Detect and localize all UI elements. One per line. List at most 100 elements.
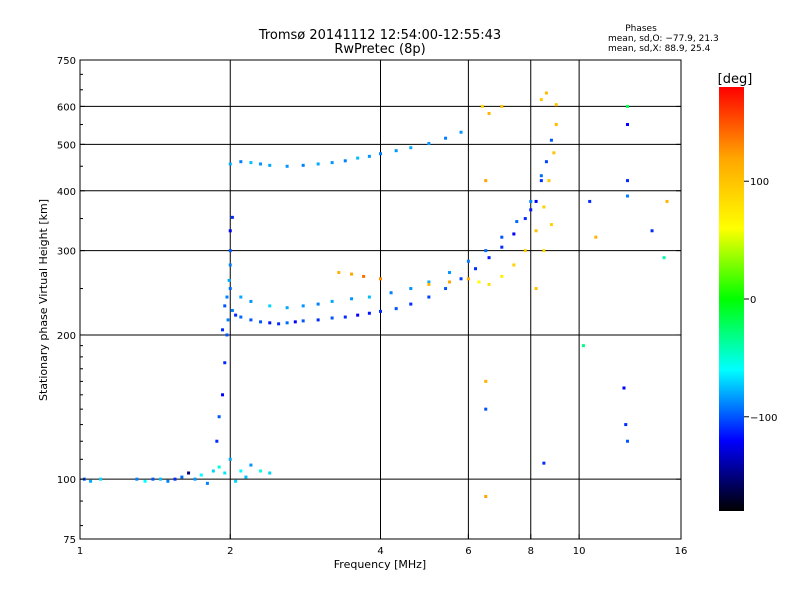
data-point [199,473,203,477]
data-point [230,308,234,312]
data-point [166,479,170,483]
y-tick-label: 100 [57,475,76,486]
data-point [230,215,234,219]
chart-title-line1: Tromsø 20141112 12:54:00-12:55:43 [258,28,501,43]
data-point [223,361,227,365]
data-point [268,304,272,308]
data-point [379,152,382,156]
data-point [480,104,484,108]
y-tick-label: 750 [57,56,76,67]
data-point [662,256,666,260]
data-point [542,461,546,465]
data-point [268,471,272,475]
chart-title-line2: RwPretec (8p) [334,42,425,57]
y-tick-label: 400 [57,187,76,198]
colorbar-unit-label: [deg] [718,72,753,87]
data-point [228,287,232,291]
data-point [487,111,491,115]
data-point [512,232,516,236]
data-point [542,249,546,253]
colorbar-ticks: 100 0 −100 [744,177,777,424]
data-point [409,302,413,306]
data-point [249,318,253,322]
data-point [225,333,229,337]
data-point [500,235,504,239]
data-point [588,199,592,203]
data-point [625,179,629,183]
data-point [534,199,538,203]
data-point [173,477,177,481]
data-point [625,123,629,127]
data-point [225,295,229,299]
data-point [343,159,347,163]
data-point [650,229,654,233]
data-point [293,320,297,324]
x-tick-label: 8 [528,546,534,557]
data-point [379,277,382,281]
data-point [625,439,629,443]
data-point [394,149,398,153]
data-point [205,481,209,485]
data-point [529,199,533,203]
x-axis: 1 2 4 6 8 10 16 [77,534,687,557]
data-point [484,407,488,411]
data-point [330,316,334,320]
y-tick-label: 500 [57,140,76,151]
data-point [549,138,553,142]
data-point [427,142,431,146]
data-point [285,164,289,168]
y-axis-label: Stationary phase Virtual Height [km] [37,199,50,401]
data-point [484,179,488,183]
grid-lines [80,60,681,539]
data-point [367,154,371,158]
data-point [500,104,504,108]
data-point [239,160,243,164]
data-point [223,304,227,308]
data-point [529,208,533,212]
data-point [444,287,448,291]
data-points [82,91,669,498]
data-point [221,393,225,397]
data-point [223,471,227,475]
data-point [350,272,354,276]
data-point [330,161,334,165]
data-point [500,245,504,249]
data-point [277,322,281,326]
data-point [228,229,232,233]
y-tick-label: 600 [57,102,76,113]
data-point [268,321,272,325]
data-point [249,161,253,165]
y-tick-label: 75 [63,535,76,546]
data-point [89,479,93,483]
y-axis: 75 100 200 300 400 500 600 750 [57,56,681,546]
y-tick-label: 200 [57,331,76,342]
phase-stats-x: mean, sd,X: 88.9, 25.4 [608,44,711,54]
x-tick-label: 1 [77,546,83,557]
data-point [226,318,230,322]
data-point [624,423,628,427]
data-point [350,297,354,301]
data-point [622,386,626,390]
phase-stats-o: mean, sd,O: −77.9, 21.3 [608,34,719,44]
data-point [239,295,243,299]
data-point [427,282,431,286]
data-point [448,280,452,284]
data-point [549,223,553,227]
data-point [542,205,546,209]
data-point [444,136,448,140]
data-point [484,249,488,253]
data-point [316,302,320,306]
data-point [389,291,393,295]
data-point [330,299,334,303]
data-point [193,477,197,481]
data-point [239,469,243,473]
data-point [187,471,191,475]
data-point [234,313,238,317]
data-point [394,307,398,311]
data-point [228,249,232,253]
data-point [544,91,548,95]
data-point [515,220,519,224]
data-point [534,287,538,291]
data-point [473,267,477,271]
